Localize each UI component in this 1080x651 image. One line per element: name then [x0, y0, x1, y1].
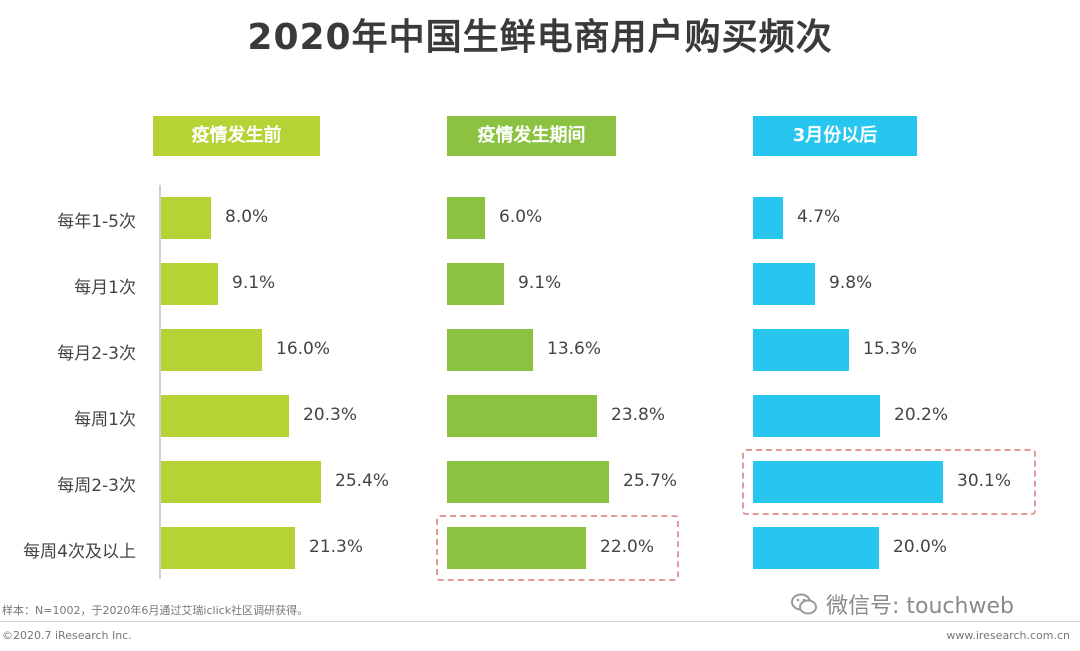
watermark-text: 微信号: touchweb	[826, 594, 1014, 619]
bar	[447, 395, 597, 437]
panel-header: 疫情发生前	[153, 116, 320, 156]
data-label: 9.1%	[232, 273, 276, 293]
category-label: 每周1次	[74, 410, 136, 430]
panel-header: 3月份以后	[753, 116, 917, 156]
bar	[447, 527, 586, 569]
bar	[753, 329, 849, 371]
bar	[161, 461, 321, 503]
data-label: 23.8%	[611, 405, 666, 425]
category-label: 每月2-3次	[57, 344, 136, 364]
bar	[753, 197, 783, 239]
data-label: 13.6%	[547, 339, 602, 359]
bar	[161, 197, 211, 239]
footer-divider	[0, 621, 1080, 622]
watermark: 微信号: touchweb	[790, 588, 1014, 622]
website-link[interactable]: www.iresearch.com.cn	[946, 629, 1070, 642]
bar	[753, 461, 943, 503]
data-label: 20.3%	[303, 405, 358, 425]
category-label: 每周4次及以上	[23, 542, 136, 562]
bar	[447, 329, 533, 371]
data-label: 8.0%	[225, 207, 269, 227]
data-label: 22.0%	[600, 537, 655, 557]
data-label: 15.3%	[863, 339, 918, 359]
bar	[447, 263, 504, 305]
data-label: 6.0%	[499, 207, 543, 227]
data-label: 9.1%	[518, 273, 562, 293]
wechat-icon	[790, 592, 818, 622]
bar	[161, 395, 289, 437]
category-label: 每年1-5次	[57, 212, 136, 232]
data-label: 25.4%	[335, 471, 390, 491]
y-axis-line	[159, 185, 161, 579]
category-label: 每周2-3次	[57, 476, 136, 496]
data-label: 20.0%	[893, 537, 948, 557]
data-label: 9.8%	[829, 273, 873, 293]
bar	[753, 395, 880, 437]
bar	[753, 263, 815, 305]
data-label: 25.7%	[623, 471, 678, 491]
bar	[753, 527, 879, 569]
highlight-box	[742, 449, 1036, 515]
highlight-box	[436, 515, 679, 581]
bar	[161, 527, 295, 569]
chart-title: 2020年中国生鲜电商用户购买频次	[247, 17, 833, 58]
bar	[447, 461, 609, 503]
bar	[447, 197, 485, 239]
bar	[161, 329, 262, 371]
data-label: 4.7%	[797, 207, 841, 227]
data-label: 30.1%	[957, 471, 1012, 491]
sample-note: 样本：N=1002，于2020年6月通过艾瑞iclick社区调研获得。	[2, 604, 309, 617]
data-label: 21.3%	[309, 537, 364, 557]
copyright: ©2020.7 iResearch Inc.	[2, 629, 132, 642]
panel-header: 疫情发生期间	[447, 116, 616, 156]
data-label: 16.0%	[276, 339, 331, 359]
data-label: 20.2%	[894, 405, 949, 425]
category-label: 每月1次	[74, 278, 136, 298]
bar	[161, 263, 218, 305]
